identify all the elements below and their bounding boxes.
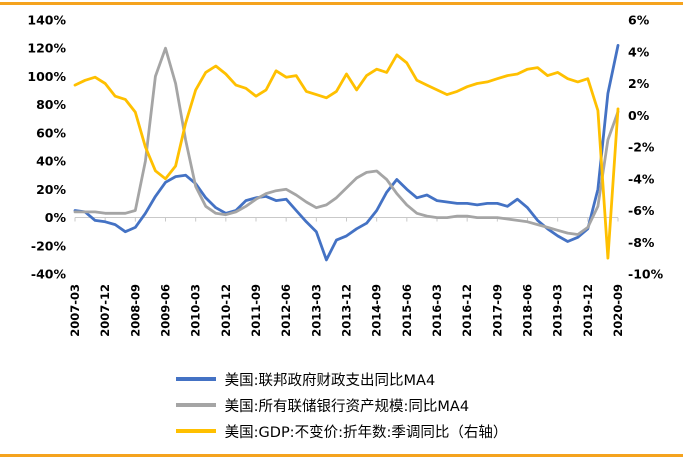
x-axis-tick: 2019-12 <box>581 284 595 337</box>
right-axis-tick: 2% <box>628 76 650 91</box>
right-axis-tick: -10% <box>628 267 664 282</box>
legend-swatch <box>175 429 216 433</box>
right-axis-labels: 6% 4% 2% 0% -2% -4% -6% -8% -10% <box>628 13 664 282</box>
left-axis-tick: 80% <box>36 97 66 112</box>
left-axis-tick: 20% <box>36 182 66 197</box>
right-axis-tick: -6% <box>628 203 655 218</box>
x-axis-tick: 2007-12 <box>98 284 112 337</box>
series-line-0 <box>73 44 620 262</box>
right-axis-tick: 4% <box>628 44 650 59</box>
left-axis-tick: 100% <box>27 69 66 84</box>
x-axis-tick: 2015-06 <box>400 284 414 337</box>
legend-label: 美国:GDP:不变价:折年数:季调同比（右轴） <box>224 424 508 441</box>
left-axis-tick: -40% <box>31 267 67 282</box>
right-axis-tick: 6% <box>628 13 650 28</box>
x-axis-tick: 2007-03 <box>68 284 82 337</box>
x-axis-tick: 2012-06 <box>279 284 293 337</box>
x-axis-tick: 2009-06 <box>159 284 173 337</box>
x-axis-tick: 2018-06 <box>521 284 535 337</box>
right-axis-tick: -4% <box>628 171 655 186</box>
left-axis-tick: 120% <box>27 41 66 56</box>
legend-swatch <box>175 377 216 381</box>
x-axis-tick: 2020-09 <box>611 284 625 337</box>
right-axis-tick: -8% <box>628 235 655 250</box>
left-axis-tick: 140% <box>27 13 66 28</box>
right-axis-tick: -2% <box>628 140 655 155</box>
series-line-1 <box>73 46 620 236</box>
right-axis-tick: 0% <box>628 108 650 123</box>
x-axis-tick: 2014-09 <box>370 284 384 337</box>
left-axis-labels: 140% 120% 100% 80% 60% 40% 20% 0% -20% -40% <box>27 13 66 282</box>
series-line-2 <box>73 53 620 260</box>
x-axis-tick: 2010-03 <box>189 284 203 337</box>
legend-swatch <box>175 403 216 407</box>
x-axis-tick: 2017-09 <box>490 284 504 337</box>
x-axis-tick: 2010-12 <box>219 284 233 337</box>
x-axis-tick: 2008-09 <box>128 284 142 337</box>
chart-container: 140% 120% 100% 80% 60% 40% 20% 0% -20% -40% 6% 4% 2%… <box>0 6 683 360</box>
legend-item: 美国:所有联储银行资产规模:同比MA4 <box>175 394 470 416</box>
x-axis-tick: 2013-12 <box>340 284 354 337</box>
left-axis-tick: 0% <box>45 210 67 225</box>
chart-legend: 美国:联邦政府财政支出同比MA4 美国:所有联储银行资产规模:同比MA4 美国:GD… <box>0 368 683 442</box>
legend-label: 美国:所有联储银行资产规模:同比MA4 <box>224 398 470 415</box>
legend-label: 美国:联邦政府财政支出同比MA4 <box>224 372 436 389</box>
left-axis-tick: 60% <box>36 125 66 140</box>
x-axis-tick: 2011-09 <box>249 284 263 337</box>
zero-axis-line <box>74 217 619 222</box>
x-axis-tick: 2016-12 <box>460 284 474 337</box>
x-axis-tick: 2016-03 <box>430 284 444 337</box>
x-axis-tick: 2013-03 <box>309 284 323 337</box>
line-chart: 140% 120% 100% 80% 60% 40% 20% 0% -20% -40% 6% 4% 2%… <box>27 13 664 337</box>
x-axis-labels: 2007-03 2007-12 2008-09 2009-06 2010-03 2010-… <box>68 284 625 337</box>
legend-item: 美国:联邦政府财政支出同比MA4 <box>175 368 436 390</box>
top-accent-bar <box>0 2 683 5</box>
x-axis-tick: 2019-03 <box>551 284 565 337</box>
left-axis-tick: -20% <box>31 238 67 253</box>
left-axis-tick: 40% <box>36 154 66 169</box>
legend-item: 美国:GDP:不变价:折年数:季调同比（右轴） <box>175 420 508 442</box>
bottom-accent-bar <box>0 454 683 457</box>
